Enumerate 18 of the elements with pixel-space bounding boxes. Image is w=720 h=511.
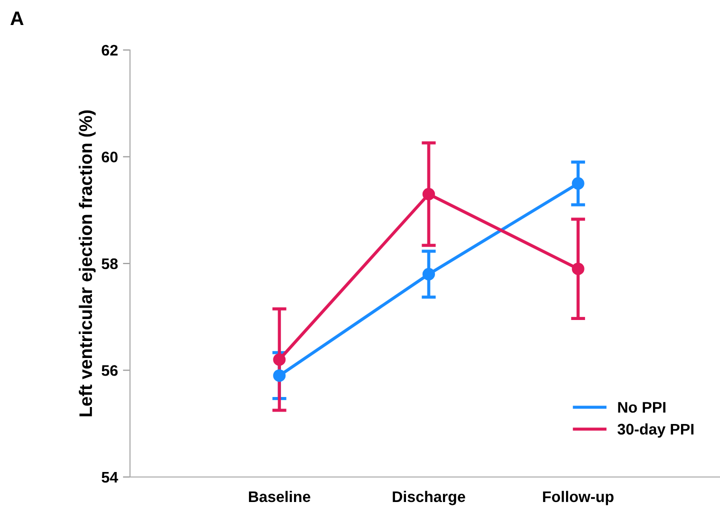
point — [572, 177, 584, 190]
point — [273, 369, 286, 382]
point — [422, 188, 435, 200]
y-tick-label: 62 — [102, 44, 118, 56]
y-axis-title: Left ventricular ejection fraction (%) — [78, 110, 96, 416]
legend-label: No PPI — [618, 402, 666, 413]
legend-label: 30-day PPI — [618, 423, 694, 438]
x-tick-label: Baseline — [248, 490, 310, 502]
y-tick-label: 60 — [102, 152, 118, 162]
y-tick-label: 56 — [102, 365, 118, 376]
x-tick-label: Follow-up — [543, 490, 614, 506]
point — [572, 262, 584, 276]
point — [273, 353, 286, 366]
chart-title: A — [10, 12, 24, 26]
point — [422, 268, 435, 280]
y-tick-label: 58 — [102, 258, 118, 270]
x-tick-label: Discharge — [392, 490, 466, 506]
y-tick-label: 54 — [102, 472, 118, 483]
